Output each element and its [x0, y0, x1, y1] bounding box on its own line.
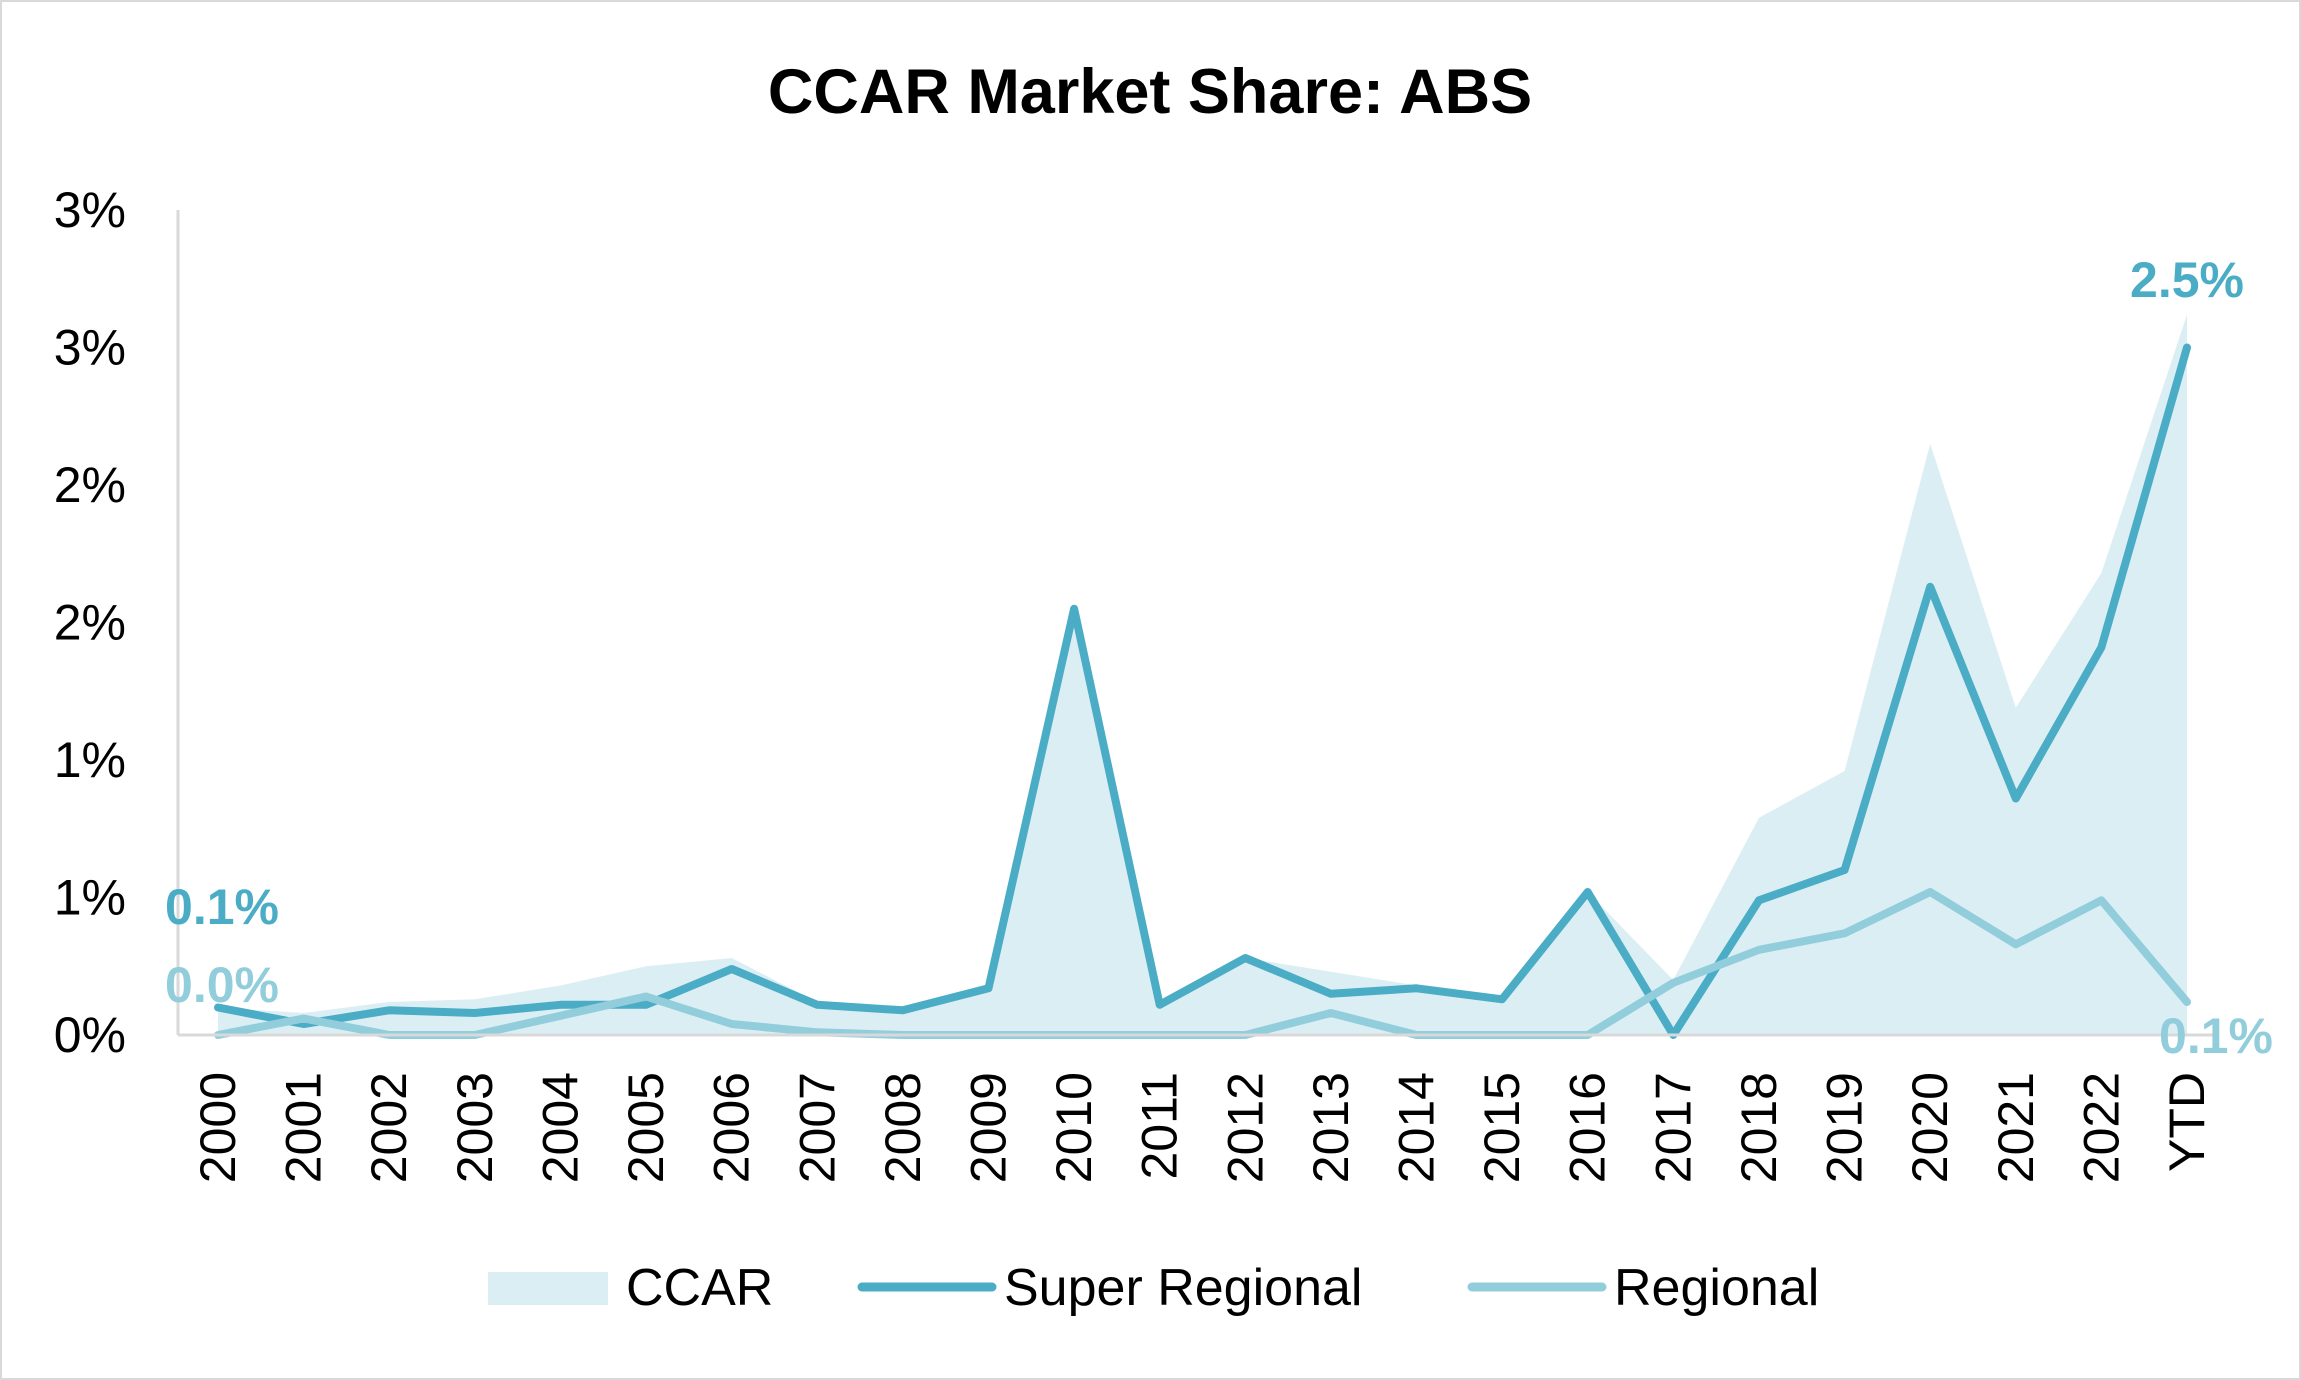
data-label: 0.1% [165, 879, 279, 935]
x-tick-label: 2014 [1389, 1072, 1445, 1183]
x-tick-label: 2002 [361, 1072, 417, 1183]
x-tick-label: 2021 [1988, 1072, 2044, 1183]
y-tick-label: 3% [54, 320, 126, 376]
series-area-ccar [218, 314, 2187, 1035]
y-tick-label: 0% [54, 1007, 126, 1063]
legend-label-regional: Regional [1614, 1259, 1819, 1317]
x-tick-label: 2005 [618, 1072, 674, 1183]
x-tick-label: 2009 [960, 1072, 1016, 1183]
legend-label-ccar: CCAR [626, 1259, 773, 1317]
plot-area: 0% 1% 1% 2% 2% 3% 3% 2000 2001 2002 2003 2004 2005 20… [54, 182, 2273, 1183]
y-tick-label: 2% [54, 595, 126, 651]
x-tick-label: 2013 [1303, 1072, 1359, 1183]
legend-swatch-ccar [488, 1272, 608, 1305]
x-tick-label: 2001 [276, 1072, 332, 1183]
legend: CCAR Super Regional Regional [488, 1259, 1819, 1317]
x-tick-label: 2015 [1474, 1072, 1530, 1183]
x-tick-label: 2006 [704, 1072, 760, 1183]
y-tick-label: 1% [54, 870, 126, 926]
y-tick-label: 3% [54, 182, 126, 238]
y-tick-label: 2% [54, 457, 126, 513]
x-tick-label: YTD [2159, 1072, 2215, 1172]
x-tick-label: 2010 [1046, 1072, 1102, 1183]
data-label: 0.1% [2159, 1008, 2273, 1064]
x-tick-label: 2007 [789, 1072, 845, 1183]
x-tick-label: 2022 [2073, 1072, 2129, 1183]
x-tick-label: 2008 [875, 1072, 931, 1183]
x-tick-label: 2019 [1817, 1072, 1873, 1183]
x-tick-label: 2020 [1902, 1072, 1958, 1183]
x-tick-label: 2000 [190, 1072, 246, 1183]
x-tick-label: 2011 [1132, 1072, 1188, 1180]
x-tick-label: 2003 [447, 1072, 503, 1183]
x-tick-label: 2018 [1731, 1072, 1787, 1183]
y-tick-label: 1% [54, 732, 126, 788]
chart-title: CCAR Market Share: ABS [768, 57, 1532, 127]
series-line-super-regional [214, 343, 2191, 1039]
x-tick-label: 2017 [1645, 1072, 1701, 1183]
x-tick-label: 2012 [1217, 1072, 1273, 1183]
legend-label-super-regional: Super Regional [1004, 1259, 1362, 1317]
x-tick-label: 2016 [1560, 1072, 1616, 1183]
x-tick-label: 2004 [532, 1072, 588, 1183]
data-label: 2.5% [2130, 252, 2244, 308]
data-label: 0.0% [165, 957, 279, 1013]
